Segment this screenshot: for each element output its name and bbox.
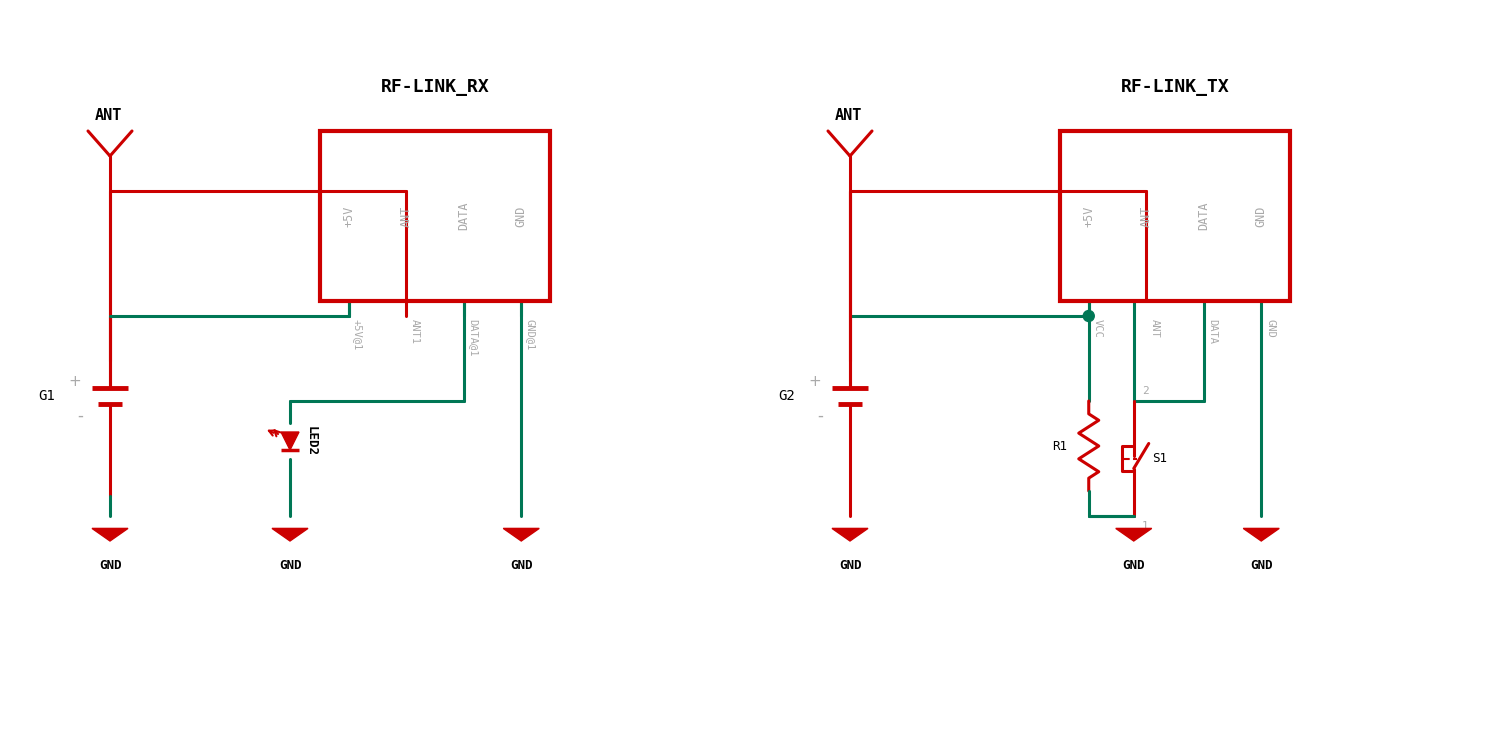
Text: +5V: +5V [1083, 205, 1096, 227]
Text: ANT: ANT [95, 108, 122, 123]
Text: ANT: ANT [1151, 319, 1160, 338]
Text: RF-LINK_TX: RF-LINK_TX [1121, 78, 1230, 96]
Text: DATA: DATA [1207, 319, 1218, 344]
Text: DATA: DATA [1197, 202, 1210, 231]
Text: ANT: ANT [1140, 205, 1152, 227]
Text: S1: S1 [1152, 452, 1167, 465]
Text: R1: R1 [1051, 439, 1066, 453]
Text: GND: GND [1123, 559, 1145, 572]
Text: +5V@1: +5V@1 [353, 319, 362, 350]
Text: DATA@1: DATA@1 [468, 319, 478, 357]
Text: -: - [817, 407, 823, 425]
Text: GND: GND [515, 205, 527, 227]
Text: ANT: ANT [835, 108, 863, 123]
Polygon shape [1243, 529, 1279, 541]
Text: 2: 2 [1142, 386, 1148, 396]
Bar [319, 131, 549, 301]
Text: LED2: LED2 [304, 426, 318, 456]
Polygon shape [92, 529, 128, 541]
Text: +5V: +5V [342, 205, 355, 227]
Text: RF-LINK_RX: RF-LINK_RX [380, 78, 490, 96]
Text: GND: GND [1255, 205, 1268, 227]
Polygon shape [832, 529, 869, 541]
Text: GND: GND [279, 559, 301, 572]
Text: GND: GND [1250, 559, 1273, 572]
Polygon shape [272, 529, 307, 541]
Polygon shape [281, 432, 298, 450]
Text: 1: 1 [1142, 521, 1148, 531]
Text: GND: GND [1265, 319, 1276, 338]
Text: +: + [809, 373, 821, 388]
Circle shape [1083, 310, 1094, 321]
Text: GND@1: GND@1 [526, 319, 535, 350]
Text: G1: G1 [39, 389, 55, 403]
Polygon shape [503, 529, 539, 541]
Text: -: - [77, 407, 83, 425]
Text: VCC: VCC [1093, 319, 1103, 338]
Text: G2: G2 [778, 389, 794, 403]
Text: ANT: ANT [399, 205, 413, 227]
Text: GND: GND [509, 559, 533, 572]
Text: ANT1: ANT1 [410, 319, 420, 344]
Text: GND: GND [98, 559, 122, 572]
Polygon shape [1115, 529, 1152, 541]
Text: GND: GND [839, 559, 861, 572]
Text: DATA: DATA [457, 202, 471, 231]
Bar [1060, 131, 1290, 301]
Text: +: + [68, 373, 82, 388]
